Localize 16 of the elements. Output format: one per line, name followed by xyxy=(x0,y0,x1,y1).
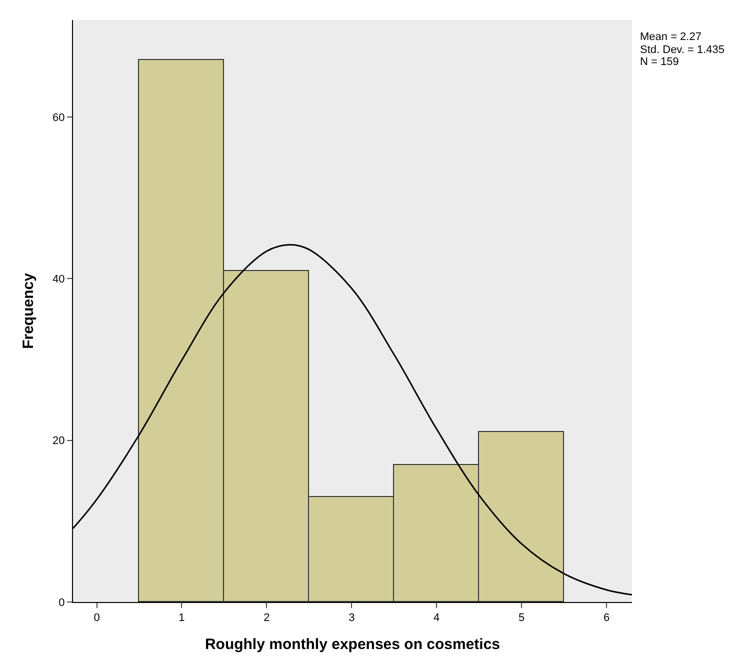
x-tick-label: 5 xyxy=(518,612,525,624)
x-tick-label: 6 xyxy=(603,612,610,624)
y-tick-label: 40 xyxy=(52,274,65,286)
x-tick-label: 2 xyxy=(264,612,270,624)
y-axis-title: Frequency xyxy=(20,272,37,349)
text: Std. Dev. = 1.435 xyxy=(640,44,724,56)
text: N = 159 xyxy=(640,56,679,68)
x-tick-label: 0 xyxy=(94,612,100,624)
y-tick-label: 0 xyxy=(58,596,65,609)
x-tick-label: 1 xyxy=(178,612,185,624)
y-tick-label: 20 xyxy=(52,435,65,448)
text: Mean = 2.27 xyxy=(640,31,702,43)
x-tick-label: 4 xyxy=(434,612,440,624)
x-axis-title: Roughly monthly expenses on cosmetics xyxy=(204,636,500,654)
x-tick-label: 3 xyxy=(348,612,355,624)
y-tick-label: 60 xyxy=(52,112,65,124)
